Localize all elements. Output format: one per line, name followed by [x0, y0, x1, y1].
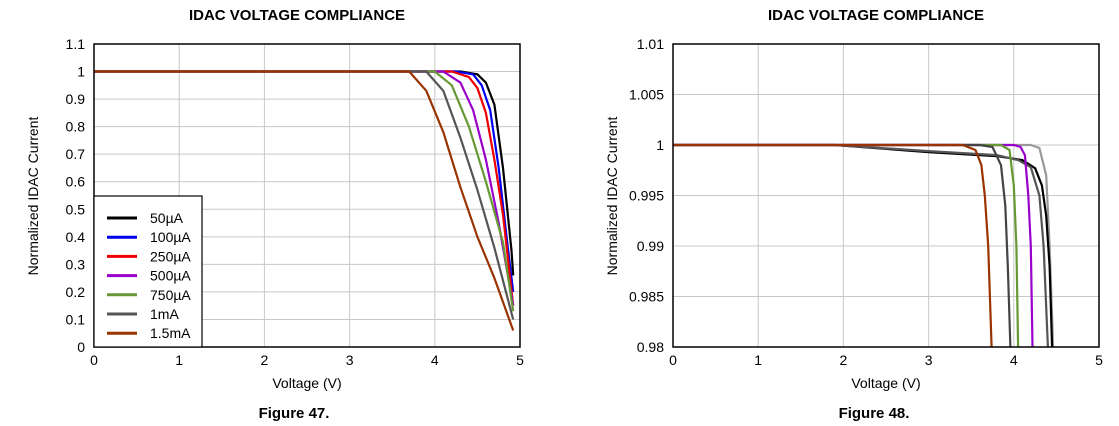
series-layer	[673, 143, 1055, 347]
legend-label: 50µA	[150, 210, 184, 226]
y-axis-label: Normalized IDAC Current	[25, 117, 41, 276]
gridlines	[672, 43, 1100, 348]
y-tick-label: 0.5	[66, 201, 86, 217]
series-line	[673, 143, 993, 347]
y-tick-labels: 0 0.1 0.2 0.3 0.4 0.5 0.6 0.7 0.8 0.9 1 1.1	[66, 36, 86, 355]
y-tick-label: 1	[77, 64, 85, 80]
y-tick-label: 0.2	[66, 284, 86, 300]
x-tick-label: 5	[1095, 352, 1103, 368]
series-line	[673, 143, 1034, 347]
y-tick-label: 1.005	[629, 87, 664, 103]
chart-title: IDAC VOLTAGE COMPLIANCE	[189, 7, 405, 24]
series-line	[673, 143, 1049, 347]
y-tick-label: 0.99	[637, 238, 664, 254]
y-tick-label: 0.3	[66, 256, 86, 272]
x-tick-label: 4	[431, 352, 439, 368]
y-tick-label: 1.01	[637, 36, 664, 52]
legend-label: 250µA	[150, 248, 191, 264]
y-tick-label: 0.6	[66, 174, 86, 190]
legend: 50µA 100µA 250µA 500µA 750µA 1mA 1.5mA	[93, 195, 203, 348]
y-tick-label: 0.98	[637, 339, 664, 355]
legend-label: 1.5mA	[150, 325, 191, 341]
x-tick-label: 5	[516, 352, 524, 368]
x-tick-label: 0	[669, 352, 677, 368]
y-tick-label: 1.1	[66, 36, 86, 52]
x-tick-label: 1	[175, 352, 183, 368]
x-tick-label: 3	[925, 352, 933, 368]
y-tick-label: 0.995	[629, 188, 664, 204]
x-tick-label: 2	[261, 352, 269, 368]
figure-caption: Figure 48.	[839, 405, 910, 422]
y-axis-label: Normalized IDAC Current	[604, 117, 620, 276]
legend-label: 100µA	[150, 229, 191, 245]
x-tick-label: 3	[346, 352, 354, 368]
legend-label: 1mA	[150, 306, 179, 322]
chart-title: IDAC VOLTAGE COMPLIANCE	[768, 7, 984, 24]
y-tick-label: 0.8	[66, 119, 86, 135]
x-tick-labels: 0 1 2 3 4 5	[90, 352, 524, 368]
x-axis-label: Voltage (V)	[851, 375, 920, 391]
series-line	[94, 70, 515, 312]
chart-figure-48: IDAC VOLTAGE COMPLIANCE Figure 48. Volta…	[604, 7, 1103, 422]
y-tick-label: 0.9	[66, 91, 86, 107]
x-tick-label: 4	[1010, 352, 1018, 368]
plot-area	[672, 43, 1100, 348]
x-tick-label: 2	[840, 352, 848, 368]
y-tick-label: 1	[656, 137, 664, 153]
series-line	[673, 143, 1012, 347]
chart-figure-47: IDAC VOLTAGE COMPLIANCE Figure 47. Volta…	[25, 7, 524, 422]
x-tick-labels: 0 1 2 3 4 5	[669, 352, 1103, 368]
legend-label: 500µA	[150, 268, 191, 284]
y-tick-label: 0.1	[66, 311, 86, 327]
y-tick-label: 0	[77, 339, 85, 355]
series-line	[94, 70, 515, 320]
x-axis-label: Voltage (V)	[272, 375, 341, 391]
series-line	[94, 70, 515, 306]
series-layer	[94, 70, 515, 331]
y-tick-label: 0.7	[66, 146, 86, 162]
x-tick-label: 1	[754, 352, 762, 368]
figure-caption: Figure 47.	[259, 405, 330, 422]
series-line	[94, 70, 515, 306]
legend-box	[93, 195, 203, 348]
y-tick-label: 0.985	[629, 289, 664, 305]
x-tick-label: 0	[90, 352, 98, 368]
y-tick-labels: 0.98 0.985 0.99 0.995 1 1.005 1.01	[629, 36, 664, 355]
series-line	[94, 70, 515, 331]
y-tick-label: 0.4	[66, 229, 86, 245]
legend-label: 750µA	[150, 287, 191, 303]
